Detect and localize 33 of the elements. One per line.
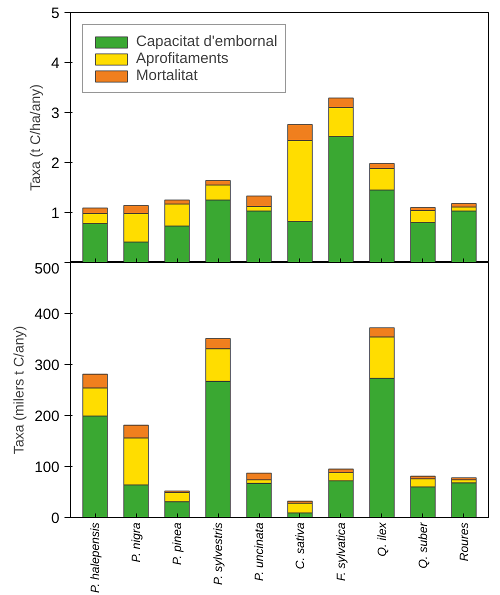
y-tick-label: 100 [34, 459, 60, 476]
legend-label: Aprofitaments [136, 50, 229, 67]
y-tick-label: 3 [51, 105, 60, 122]
legend-label: Mortalitat [136, 67, 198, 84]
bar [451, 482, 477, 518]
bar [246, 472, 272, 480]
bar [451, 210, 477, 262]
x-tick-label: Roures [456, 522, 471, 562]
y-axis-title: Taxa (milers t C/any) [10, 326, 26, 454]
x-tick-label: C. sativa [292, 522, 307, 570]
y-tick-label: 500 [34, 260, 60, 278]
x-tick-label: F. sylvatica [334, 522, 348, 581]
x-tick-label: Q. suber [416, 521, 430, 569]
x-tick-label: P. sylvestris [211, 522, 226, 585]
legend-label: Capacitat d'embornal [136, 33, 278, 50]
x-tick-label: P. uncinata [252, 522, 266, 581]
y-tick-label: 400 [34, 306, 60, 323]
x-tick-label: P. halepensis [88, 522, 102, 593]
bar [246, 482, 272, 518]
x-tick-label: P. nigra [129, 522, 144, 562]
y-tick-label: 1 [51, 205, 60, 222]
y-tick-label: 4 [51, 55, 60, 72]
bar [451, 203, 477, 208]
y-tick-label: 0 [51, 510, 60, 527]
bar [246, 210, 272, 262]
y-tick-label: 200 [34, 408, 60, 425]
bar [287, 502, 313, 514]
y-axis-title: Taxa (t C/ha/any) [27, 84, 44, 191]
x-tick-label: Q. ilex [374, 522, 389, 557]
x-tick-label: P. pinea [170, 522, 184, 565]
y-tick-label: 2 [51, 155, 60, 172]
y-tick-label: 5 [51, 5, 60, 22]
y-tick-label: 300 [34, 357, 60, 374]
